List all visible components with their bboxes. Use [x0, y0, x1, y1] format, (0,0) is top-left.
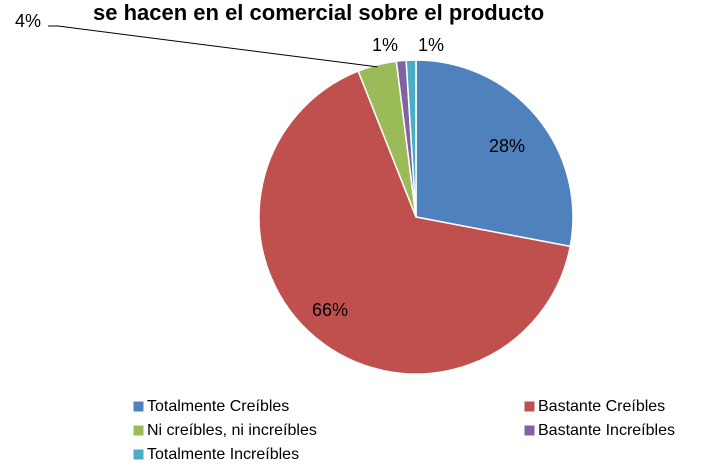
- data-label: 28%: [489, 136, 525, 156]
- pie-slice: [405, 59, 417, 218]
- data-label: 1%: [372, 35, 398, 55]
- data-label: 1%: [418, 35, 444, 55]
- legend-label: Totalmente Increíbles: [147, 446, 299, 463]
- pie-slice: [415, 59, 574, 248]
- data-label: 66%: [312, 300, 348, 320]
- legend-swatch: [523, 424, 536, 437]
- legend-swatch: [132, 424, 145, 437]
- legend-label: Totalmente Creíbles: [147, 398, 289, 415]
- legend-label: Bastante Increíbles: [538, 422, 675, 439]
- pie-slice: [258, 70, 572, 375]
- legend-swatch: [132, 448, 145, 461]
- legend-label: Ni creíbles, ni increíbles: [147, 422, 317, 439]
- legend-swatch: [523, 400, 536, 413]
- data-label: 4%: [15, 11, 41, 31]
- legend-swatch: [132, 400, 145, 413]
- legend-label: Bastante Creíbles: [538, 398, 665, 415]
- chart-title: se hacen en el comercial sobre el produc…: [93, 0, 544, 25]
- leader-line: [48, 25, 378, 68]
